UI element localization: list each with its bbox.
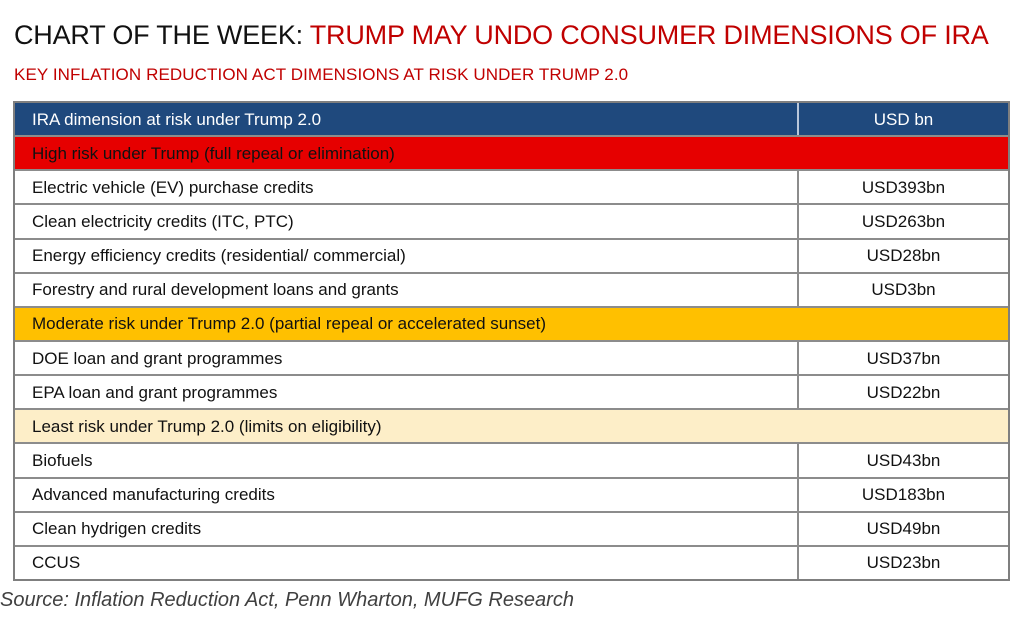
row-dimension: Clean electricity credits (ITC, PTC) — [15, 205, 799, 238]
section-row-high-risk: High risk under Trump (full repeal or el… — [15, 137, 1008, 172]
table-row: CCUS USD23bn — [15, 546, 1008, 579]
header-value: USD bn — [873, 109, 934, 129]
row-value: USD263bn — [861, 211, 946, 231]
table-row: Clean electricity credits (ITC, PTC) USD… — [15, 205, 1008, 240]
table-header-row: IRA dimension at risk under Trump 2.0 US… — [15, 103, 1008, 138]
table-row: Forestry and rural development loans and… — [15, 273, 1008, 308]
row-dimension: DOE loan and grant programmes — [15, 341, 799, 375]
row-value: USD23bn — [866, 553, 941, 573]
table-row: Energy efficiency credits (residential/ … — [15, 239, 1008, 274]
row-dimension: Biofuels — [15, 444, 799, 477]
ira-risk-table: IRA dimension at risk under Trump 2.0 US… — [13, 101, 1010, 581]
source-note: Source: Inflation Reduction Act, Penn Wh… — [0, 589, 574, 611]
chart-title: CHART OF THE WEEK: TRUMP MAY UNDO CONSUM… — [14, 20, 989, 51]
row-dimension: CCUS — [15, 546, 799, 579]
row-value: USD37bn — [866, 348, 941, 368]
table-row: EPA loan and grant programmes USD22bn — [15, 376, 1008, 411]
row-dimension: Advanced manufacturing credits — [15, 478, 799, 511]
table-row: Advanced manufacturing credits USD183bn — [15, 478, 1008, 513]
section-label: Moderate risk under Trump 2.0 (partial r… — [32, 314, 547, 334]
row-dimension: Electric vehicle (EV) purchase credits — [15, 171, 799, 204]
section-label: Least risk under Trump 2.0 (limits on el… — [32, 416, 382, 436]
row-dimension: Forestry and rural development loans and… — [15, 273, 799, 306]
table-row: Clean hydrigen credits USD49bn — [15, 512, 1008, 547]
row-value: USD3bn — [871, 280, 936, 300]
row-dimension: EPA loan and grant programmes — [15, 376, 799, 409]
section-row-moderate-risk: Moderate risk under Trump 2.0 (partial r… — [15, 307, 1008, 342]
chart-subtitle: KEY INFLATION REDUCTION ACT DIMENSIONS A… — [14, 65, 629, 84]
table-row: Biofuels USD43bn — [15, 444, 1008, 479]
table-row: DOE loan and grant programmes USD37bn — [15, 341, 1008, 377]
row-value: USD393bn — [861, 177, 946, 197]
row-value: USD49bn — [866, 519, 941, 539]
row-dimension: Energy efficiency credits (residential/ … — [15, 239, 799, 272]
row-value: USD183bn — [861, 485, 946, 505]
title-prefix: CHART OF THE WEEK: — [14, 20, 310, 50]
row-value: USD22bn — [866, 382, 941, 402]
section-label: High risk under Trump (full repeal or el… — [32, 143, 395, 163]
title-headline: TRUMP MAY UNDO CONSUMER DIMENSIONS OF IR… — [309, 20, 989, 50]
section-row-least-risk: Least risk under Trump 2.0 (limits on el… — [15, 410, 1008, 445]
row-dimension: Clean hydrigen credits — [15, 512, 799, 545]
row-value: USD43bn — [866, 450, 941, 470]
table-row: Electric vehicle (EV) purchase credits U… — [15, 171, 1008, 206]
row-value: USD28bn — [866, 246, 941, 266]
header-dimension: IRA dimension at risk under Trump 2.0 — [15, 103, 799, 136]
